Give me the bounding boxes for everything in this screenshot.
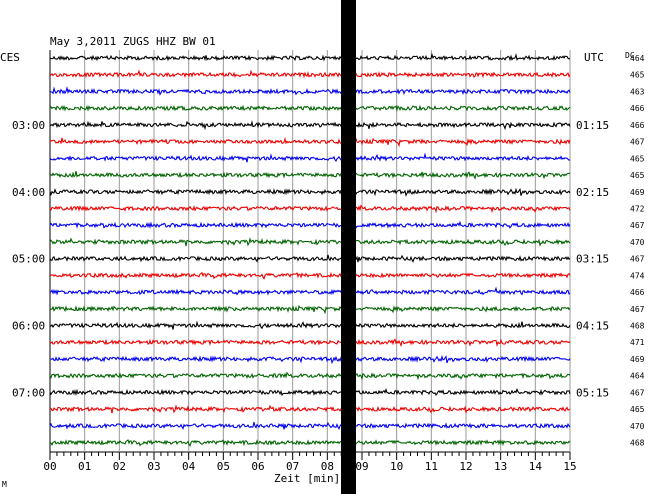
trace-line: [49, 120, 571, 131]
right-hour-label: 01:15: [576, 119, 609, 132]
trace-line: [49, 421, 571, 431]
trace-line: [49, 136, 571, 148]
data-gap-bar: [341, 0, 356, 494]
right-axis-label: UTC: [584, 51, 604, 64]
right-hour-label: 04:15: [576, 320, 609, 333]
trace-line: [49, 104, 571, 113]
chart-title: May 3,2011 ZUGS HHZ BW 01: [50, 35, 216, 48]
traces-layer: [49, 52, 571, 448]
trace-line: [49, 204, 571, 214]
trace-line: [49, 271, 571, 280]
dc-value: 474: [630, 271, 645, 280]
x-tick-label: 07: [286, 460, 299, 473]
left-hour-label: 07:00: [12, 386, 45, 399]
corner-mark: M: [2, 480, 7, 489]
x-tick-label: 11: [425, 460, 438, 473]
trace-line: [49, 86, 571, 96]
dc-value: 469: [630, 355, 645, 364]
trace-line: [49, 152, 571, 163]
dc-value: 465: [630, 405, 645, 414]
ticks-layer: [49, 452, 571, 460]
x-tick-label: 15: [563, 460, 576, 473]
dc-value: 465: [630, 71, 645, 80]
x-tick-label: 13: [494, 460, 507, 473]
right-hour-label: 03:15: [576, 253, 609, 266]
trace-line: [49, 237, 571, 247]
left-hour-label: 05:00: [12, 253, 45, 266]
x-tick-label: 12: [459, 460, 472, 473]
dc-value: 467: [630, 305, 645, 314]
dc-label: DC: [625, 51, 635, 60]
trace-line: [49, 286, 571, 296]
grid-layer: [49, 50, 571, 453]
dc-value: 468: [630, 439, 645, 448]
trace-line: [49, 387, 571, 397]
trace-line: [49, 439, 571, 448]
x-tick-label: 03: [147, 460, 160, 473]
trace-line: [49, 338, 571, 348]
dc-value: 463: [630, 87, 645, 96]
trace-line: [49, 319, 571, 330]
dc-value: 472: [630, 205, 645, 214]
x-tick-label: 10: [390, 460, 403, 473]
trace-line: [49, 187, 571, 197]
x-tick-label: 02: [113, 460, 126, 473]
dc-value: 464: [630, 54, 645, 63]
trace-line: [49, 404, 571, 414]
left-axis-label: CES: [0, 51, 20, 64]
trace-line: [50, 354, 571, 365]
dc-value: 466: [630, 288, 645, 297]
left-hour-label: 03:00: [12, 119, 45, 132]
trace-line: [49, 52, 571, 64]
x-tick-label: 14: [529, 460, 543, 473]
trace-line: [49, 254, 571, 263]
dc-value: 471: [630, 338, 645, 347]
left-hour-label: 06:00: [12, 320, 45, 333]
right-hour-label: 02:15: [576, 186, 609, 199]
dc-value: 470: [630, 238, 645, 247]
dc-value: 465: [630, 154, 645, 163]
x-tick-label: 00: [43, 460, 56, 473]
dc-value: 467: [630, 221, 645, 230]
dc-value: 468: [630, 322, 645, 331]
dc-value: 470: [630, 422, 645, 431]
dc-value: 467: [630, 138, 645, 147]
labels-layer: 464 465 463 466 466 467 465 465 469 472 467 470 467 4…: [12, 54, 645, 473]
x-axis-label: Zeit [min]: [274, 472, 340, 485]
x-tick-label: 04: [182, 460, 196, 473]
dc-value: 469: [630, 188, 645, 197]
x-tick-label: 06: [251, 460, 264, 473]
dc-value: 467: [630, 255, 645, 264]
trace-line: [49, 69, 571, 79]
x-tick-label: 01: [78, 460, 91, 473]
trace-line: [49, 304, 571, 315]
trace-line: [49, 170, 571, 180]
dc-value: 467: [630, 388, 645, 397]
trace-line: [49, 371, 571, 381]
x-tick-label: 09: [355, 460, 368, 473]
left-hour-label: 04:00: [12, 186, 45, 199]
trace-line: [49, 220, 571, 230]
dc-value: 466: [630, 104, 645, 113]
right-hour-label: 05:15: [576, 386, 609, 399]
x-tick-label: 08: [321, 460, 334, 473]
dc-value: 465: [630, 171, 645, 180]
dc-value: 466: [630, 121, 645, 130]
dc-value: 464: [630, 372, 645, 381]
x-tick-label: 05: [217, 460, 230, 473]
